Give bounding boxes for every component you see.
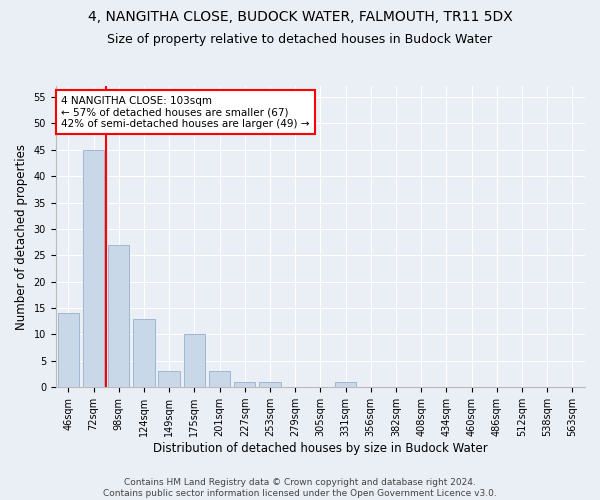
Bar bbox=[83, 150, 104, 387]
Bar bbox=[209, 372, 230, 387]
Bar bbox=[184, 334, 205, 387]
X-axis label: Distribution of detached houses by size in Budock Water: Distribution of detached houses by size … bbox=[153, 442, 488, 455]
Bar bbox=[108, 245, 130, 387]
Bar bbox=[133, 318, 155, 387]
Text: 4 NANGITHA CLOSE: 103sqm
← 57% of detached houses are smaller (67)
42% of semi-d: 4 NANGITHA CLOSE: 103sqm ← 57% of detach… bbox=[61, 96, 310, 128]
Bar bbox=[335, 382, 356, 387]
Text: 4, NANGITHA CLOSE, BUDOCK WATER, FALMOUTH, TR11 5DX: 4, NANGITHA CLOSE, BUDOCK WATER, FALMOUT… bbox=[88, 10, 512, 24]
Bar bbox=[234, 382, 256, 387]
Bar bbox=[259, 382, 281, 387]
Y-axis label: Number of detached properties: Number of detached properties bbox=[15, 144, 28, 330]
Bar bbox=[158, 372, 180, 387]
Text: Size of property relative to detached houses in Budock Water: Size of property relative to detached ho… bbox=[107, 32, 493, 46]
Bar bbox=[58, 314, 79, 387]
Text: Contains HM Land Registry data © Crown copyright and database right 2024.
Contai: Contains HM Land Registry data © Crown c… bbox=[103, 478, 497, 498]
